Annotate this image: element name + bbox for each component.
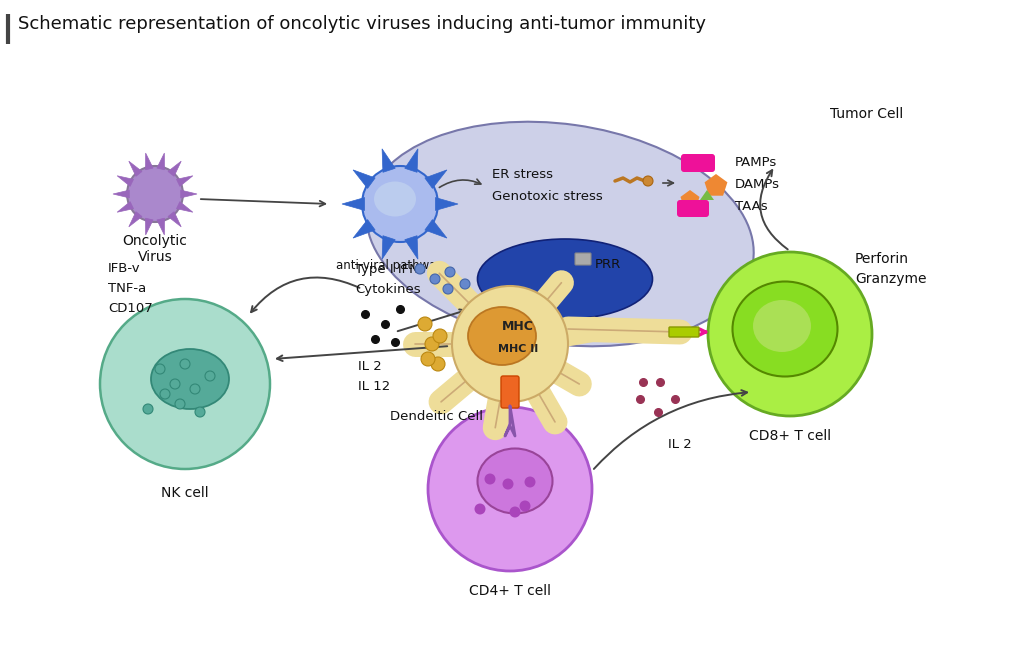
Polygon shape: [157, 218, 165, 235]
Circle shape: [452, 286, 568, 402]
Circle shape: [190, 384, 200, 394]
Text: CD107: CD107: [108, 303, 153, 315]
Text: ER stress: ER stress: [492, 167, 553, 181]
Text: Perforin: Perforin: [855, 252, 909, 266]
Ellipse shape: [753, 300, 811, 352]
Text: IFB-v: IFB-v: [108, 262, 140, 275]
Polygon shape: [129, 161, 142, 177]
Text: Tumor Cell: Tumor Cell: [830, 107, 903, 121]
Ellipse shape: [374, 182, 416, 216]
Polygon shape: [157, 153, 165, 170]
Text: CD4+ T cell: CD4+ T cell: [469, 584, 551, 598]
Text: Oncolytic: Oncolytic: [123, 234, 187, 248]
Ellipse shape: [367, 122, 754, 346]
Text: Dendeitic Cell: Dendeitic Cell: [390, 409, 483, 422]
Text: Granzyme: Granzyme: [855, 272, 927, 286]
Polygon shape: [382, 149, 395, 172]
Circle shape: [643, 176, 653, 186]
Circle shape: [431, 357, 445, 371]
Polygon shape: [353, 220, 375, 238]
Polygon shape: [404, 235, 418, 259]
Text: MHC II: MHC II: [498, 344, 539, 354]
Circle shape: [160, 389, 170, 399]
Circle shape: [510, 506, 520, 517]
FancyBboxPatch shape: [501, 376, 519, 408]
Text: NK cell: NK cell: [161, 486, 209, 500]
Circle shape: [474, 504, 485, 515]
Circle shape: [519, 500, 530, 511]
Circle shape: [445, 267, 455, 277]
Polygon shape: [342, 198, 365, 211]
Circle shape: [460, 279, 470, 289]
Circle shape: [175, 399, 185, 409]
Circle shape: [127, 166, 183, 222]
Circle shape: [524, 477, 536, 487]
Text: MHC: MHC: [502, 320, 534, 332]
Polygon shape: [145, 153, 153, 170]
Text: IL 2: IL 2: [358, 360, 382, 373]
Circle shape: [143, 404, 153, 414]
Polygon shape: [117, 176, 133, 186]
Ellipse shape: [477, 449, 553, 513]
Text: Type I IFNs: Type I IFNs: [355, 262, 426, 275]
Polygon shape: [176, 201, 193, 213]
Circle shape: [433, 329, 447, 343]
Polygon shape: [168, 161, 181, 177]
Text: PAMPs: PAMPs: [735, 156, 777, 169]
Text: IL 2: IL 2: [668, 438, 692, 451]
Circle shape: [170, 379, 180, 389]
Circle shape: [425, 337, 439, 351]
FancyBboxPatch shape: [669, 327, 699, 337]
Ellipse shape: [468, 307, 536, 365]
Polygon shape: [129, 212, 142, 227]
Polygon shape: [382, 235, 395, 259]
Circle shape: [205, 371, 215, 381]
FancyBboxPatch shape: [575, 253, 591, 265]
Polygon shape: [353, 170, 375, 188]
Circle shape: [428, 407, 592, 571]
Circle shape: [421, 352, 435, 366]
Text: TNF-a: TNF-a: [108, 283, 146, 296]
Text: DAMPs: DAMPs: [735, 177, 780, 190]
Text: anti-viral pathway: anti-viral pathway: [336, 259, 443, 272]
Polygon shape: [176, 176, 193, 186]
Ellipse shape: [151, 349, 229, 409]
Text: TAAs: TAAs: [735, 199, 768, 213]
Polygon shape: [425, 170, 446, 188]
Polygon shape: [117, 201, 133, 213]
FancyBboxPatch shape: [681, 154, 715, 172]
Text: PRR: PRR: [595, 258, 622, 271]
Polygon shape: [113, 190, 129, 198]
Circle shape: [503, 479, 513, 489]
Text: Cytokines: Cytokines: [355, 283, 421, 296]
Circle shape: [430, 274, 440, 284]
Polygon shape: [425, 220, 446, 238]
Circle shape: [155, 364, 165, 374]
Ellipse shape: [477, 239, 652, 319]
Ellipse shape: [732, 281, 838, 377]
Text: Schematic representation of oncolytic viruses inducing anti-tumor immunity: Schematic representation of oncolytic vi…: [18, 15, 706, 33]
Text: Virus: Virus: [137, 250, 172, 264]
Polygon shape: [145, 218, 153, 235]
FancyBboxPatch shape: [677, 200, 709, 217]
Polygon shape: [700, 190, 714, 200]
Circle shape: [415, 264, 425, 274]
Text: IL 12: IL 12: [358, 379, 390, 392]
Text: CD8+ T cell: CD8+ T cell: [749, 429, 831, 443]
Circle shape: [195, 407, 205, 417]
Polygon shape: [404, 149, 418, 172]
Polygon shape: [435, 198, 458, 211]
Circle shape: [484, 473, 496, 485]
Circle shape: [180, 359, 190, 369]
Circle shape: [100, 299, 270, 469]
Text: Genotoxic stress: Genotoxic stress: [492, 190, 603, 203]
Polygon shape: [180, 190, 197, 198]
Circle shape: [362, 166, 438, 242]
Circle shape: [443, 284, 453, 294]
Polygon shape: [168, 212, 181, 227]
Circle shape: [418, 317, 432, 331]
Circle shape: [708, 252, 872, 416]
